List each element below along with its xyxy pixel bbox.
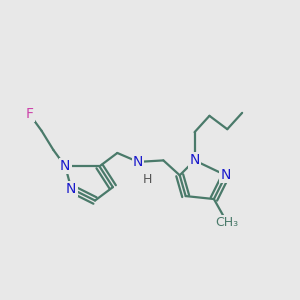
Text: H: H bbox=[142, 173, 152, 186]
Text: CH₃: CH₃ bbox=[216, 216, 239, 229]
Text: F: F bbox=[26, 107, 34, 121]
Text: N: N bbox=[220, 168, 231, 182]
Text: N: N bbox=[189, 153, 200, 167]
Text: N: N bbox=[60, 159, 70, 173]
Text: N: N bbox=[133, 155, 143, 169]
Text: N: N bbox=[66, 182, 76, 196]
